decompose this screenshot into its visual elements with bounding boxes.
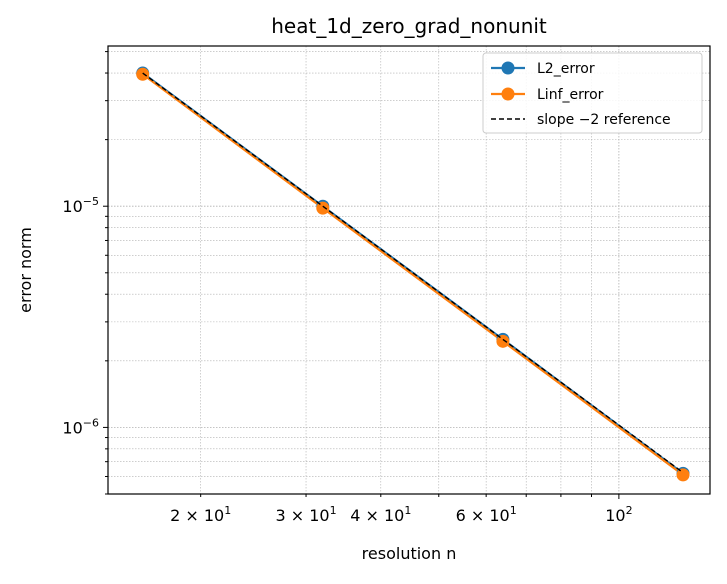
- x-tick-label: 102: [605, 504, 632, 525]
- y-tick-label: 10−5: [62, 195, 99, 216]
- x-tick-label: 3 × 101: [275, 504, 336, 525]
- chart-title: heat_1d_zero_grad_nonunit: [271, 14, 547, 38]
- legend-label-slope-2-reference: slope −2 reference: [537, 112, 671, 128]
- legend-box: [482, 52, 703, 134]
- y-axis-label: error norm: [16, 227, 35, 313]
- axis-ticks: 2 × 101 3 × 101 4 × 101 6 × 101 102 10−6 10−5: [62, 51, 633, 525]
- data-point-linf-error: [136, 67, 150, 81]
- x-axis-label: resolution n: [362, 544, 457, 563]
- legend-marker-l2-error: [501, 61, 515, 75]
- data-point-linf-error: [676, 468, 690, 482]
- data-point-linf-error: [496, 334, 510, 348]
- data-point-linf-error: [316, 201, 330, 215]
- plot-area-frame: [107, 45, 711, 495]
- legend-label-linf-error: Linf_error: [537, 87, 604, 103]
- legend-marker-linf-error: [501, 87, 515, 101]
- x-tick-label: 2 × 101: [170, 504, 231, 525]
- x-tick-label: 6 × 101: [456, 504, 517, 525]
- x-tick-label: 4 × 101: [350, 504, 411, 525]
- series-layer: [136, 66, 690, 482]
- legend-label-l2-error: L2_error: [537, 61, 595, 77]
- series-line-linf-error: [142, 73, 684, 476]
- y-tick-label: 10−6: [62, 416, 99, 437]
